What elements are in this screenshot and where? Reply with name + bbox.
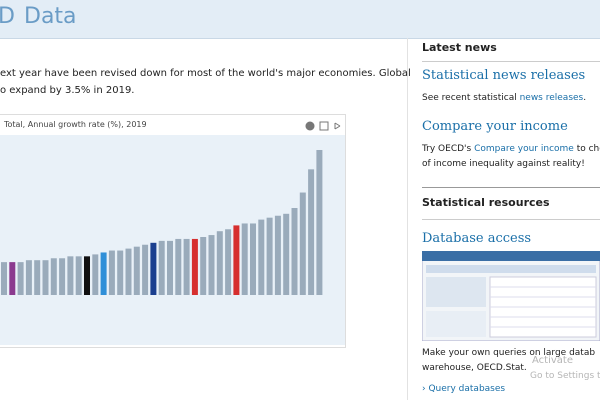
news-title[interactable]: Statistical news releases <box>422 68 586 83</box>
divider <box>407 38 408 400</box>
bar[interactable] <box>291 208 298 295</box>
bar[interactable] <box>208 235 215 295</box>
chart-panel <box>0 114 346 348</box>
share-icon[interactable] <box>334 122 341 130</box>
intro-line: o expand by 3.5% in 2019. <box>0 85 135 96</box>
news-text: Try OECD's Compare your income to check <box>422 144 600 154</box>
database-thumbnail[interactable] <box>422 251 600 341</box>
section-heading: Statistical resources <box>422 196 550 209</box>
bar[interactable] <box>250 223 256 295</box>
chart-title: Total, Annual growth rate (%), 2019 <box>4 120 147 129</box>
intro-line: ext year have been revised down for most… <box>0 68 411 79</box>
bar[interactable] <box>117 250 124 295</box>
resource-text: warehouse, OECD.Stat. <box>422 363 527 373</box>
bar[interactable] <box>183 238 190 295</box>
bar[interactable] <box>75 256 82 295</box>
logo[interactable]: D <box>0 4 15 29</box>
bar[interactable] <box>142 244 149 295</box>
text: See recent statistical <box>422 93 520 103</box>
text: to check <box>576 144 600 154</box>
watermark: Activate <box>532 355 573 366</box>
bar[interactable] <box>59 258 66 295</box>
resource-title[interactable]: Database access <box>422 231 532 246</box>
bar[interactable] <box>167 240 173 295</box>
bar[interactable] <box>92 254 99 295</box>
rule <box>422 219 600 220</box>
bar[interactable] <box>191 238 198 295</box>
bar[interactable] <box>1 262 7 295</box>
bar[interactable] <box>266 217 273 295</box>
news-text: of income inequality against reality! <box>422 159 585 169</box>
bar[interactable] <box>67 256 74 295</box>
bar[interactable] <box>233 225 240 295</box>
info-icon[interactable] <box>305 121 315 131</box>
expand-icon[interactable] <box>319 121 329 131</box>
bar[interactable] <box>25 260 32 295</box>
bar[interactable] <box>175 238 182 295</box>
header: D Data <box>0 0 600 39</box>
text: Try OECD's <box>422 144 475 154</box>
bar[interactable] <box>274 215 281 295</box>
rule <box>422 187 600 188</box>
bar[interactable] <box>108 250 115 295</box>
news-text: See recent statistical news releases. <box>422 93 586 103</box>
bar[interactable] <box>241 223 248 295</box>
news-title[interactable]: Compare your income <box>422 119 568 134</box>
bar[interactable] <box>200 237 207 295</box>
resource-text: Make your own queries on large datab <box>422 348 596 358</box>
query-link[interactable]: › Query databases <box>422 384 506 394</box>
header-title: Data <box>24 4 77 29</box>
watermark: Go to Settings to <box>530 371 600 381</box>
bar[interactable] <box>150 242 157 295</box>
bar[interactable] <box>125 248 132 295</box>
bar[interactable] <box>308 169 315 295</box>
text: . <box>583 93 587 103</box>
bar[interactable] <box>100 252 107 295</box>
bar[interactable] <box>50 258 57 295</box>
bar[interactable] <box>283 213 290 295</box>
bar[interactable] <box>158 240 165 295</box>
bar[interactable] <box>84 256 90 295</box>
link[interactable]: news releases <box>519 93 584 103</box>
bar[interactable] <box>216 231 223 295</box>
bar[interactable] <box>299 192 306 295</box>
link[interactable]: Compare your income <box>474 144 574 154</box>
bar[interactable] <box>258 219 265 295</box>
bar[interactable] <box>133 246 140 295</box>
rule <box>422 61 600 62</box>
bar[interactable] <box>17 262 24 295</box>
section-heading: Latest news <box>422 41 497 54</box>
bar[interactable] <box>34 260 41 295</box>
bar[interactable] <box>42 260 49 295</box>
bar[interactable] <box>316 150 323 295</box>
bar[interactable] <box>9 262 16 295</box>
bar[interactable] <box>225 229 232 295</box>
